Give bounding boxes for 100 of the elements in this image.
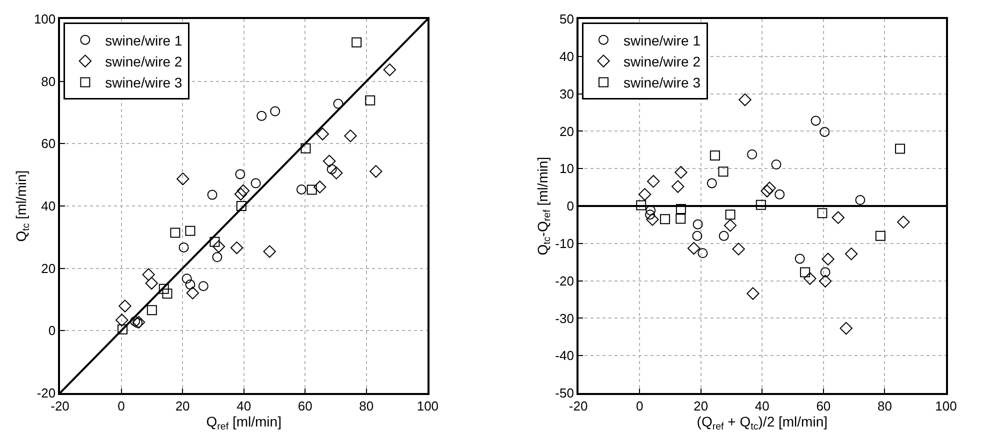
- point: [306, 184, 317, 195]
- y-tick-label: -50: [555, 386, 574, 401]
- point: [692, 219, 703, 230]
- x-tick-label: 40: [236, 398, 252, 414]
- point: [724, 219, 737, 232]
- point: [725, 210, 736, 220]
- point: [186, 286, 200, 300]
- point: [142, 268, 155, 281]
- point: [352, 37, 362, 48]
- x-axis-title: (Q$_{ref}$ + Q$_{tc}$)/2 [ml/min]: [696, 413, 828, 432]
- point: [263, 245, 276, 258]
- point: [158, 284, 169, 294]
- point: [344, 130, 357, 142]
- point: [370, 165, 382, 178]
- point: [256, 110, 267, 121]
- y-tick-label: 0: [48, 323, 56, 338]
- point: [687, 242, 700, 255]
- x-tick-label: 20: [694, 398, 708, 414]
- point: [818, 274, 832, 288]
- x-tick-label: 100: [416, 398, 439, 414]
- legend-label: swine/wire 2: [105, 54, 182, 70]
- point: [234, 188, 248, 201]
- point: [636, 200, 646, 210]
- x-tick-label: -20: [50, 398, 70, 414]
- point: [212, 252, 222, 262]
- point: [895, 144, 906, 154]
- point: [326, 164, 337, 174]
- point: [300, 143, 311, 154]
- x-axis-title: Q$_{ref}$ [ml/min]: [206, 413, 282, 432]
- point: [771, 159, 782, 170]
- point: [875, 230, 886, 241]
- point: [810, 116, 821, 126]
- x-tick-label: 80: [359, 398, 374, 414]
- point: [676, 214, 686, 224]
- point: [132, 316, 146, 329]
- y-tick-label: 60: [41, 136, 56, 152]
- point: [130, 316, 140, 326]
- point: [145, 276, 158, 290]
- y-tick-label: 50: [559, 12, 574, 27]
- point: [817, 208, 828, 218]
- point: [170, 228, 180, 238]
- x-tick-label: 20: [175, 398, 190, 414]
- point: [676, 204, 686, 214]
- y-tick-label: 20: [41, 260, 56, 276]
- x-tick-label: 60: [298, 398, 312, 414]
- point: [212, 240, 226, 253]
- point: [646, 213, 659, 226]
- point: [132, 318, 143, 328]
- point: [732, 242, 745, 256]
- point: [822, 252, 834, 266]
- point: [313, 180, 326, 194]
- point: [296, 184, 306, 194]
- point: [844, 248, 858, 260]
- point: [645, 210, 656, 220]
- point: [236, 184, 250, 198]
- point: [118, 324, 128, 334]
- point: [333, 98, 344, 109]
- point: [365, 95, 376, 106]
- x-tick-label: 100: [935, 398, 957, 414]
- point: [162, 288, 172, 299]
- y-tick-label: -20: [36, 386, 56, 401]
- y-tick-label: 40: [41, 198, 56, 214]
- point: [832, 211, 844, 224]
- y-tick-label: -10: [555, 236, 574, 251]
- x-tick-label: 0: [636, 398, 644, 414]
- point: [674, 166, 688, 179]
- point: [692, 230, 702, 241]
- point: [800, 267, 810, 278]
- x-tick-label: 40: [754, 398, 770, 414]
- point: [182, 274, 192, 284]
- y-tick-label: -20: [555, 273, 574, 288]
- legend-label: swine/wire 2: [623, 54, 701, 70]
- y-tick-label: -40: [555, 348, 574, 364]
- point: [316, 128, 329, 140]
- point: [738, 93, 752, 106]
- point: [718, 166, 728, 177]
- point: [660, 214, 670, 224]
- point: [185, 280, 196, 290]
- point: [330, 166, 343, 180]
- point: [774, 189, 785, 200]
- point: [207, 190, 218, 200]
- point: [897, 216, 910, 228]
- point: [710, 150, 720, 161]
- y-tick-label: 0: [566, 198, 574, 214]
- point: [198, 281, 208, 292]
- point: [840, 322, 852, 335]
- point: [820, 267, 830, 278]
- point: [230, 241, 244, 254]
- point: [178, 242, 189, 252]
- point: [706, 178, 717, 188]
- y-tick-label: 40: [559, 48, 574, 64]
- point: [322, 154, 336, 168]
- point: [236, 201, 246, 211]
- legend-label: swine/wire 3: [105, 74, 182, 91]
- y-tick-label: 80: [41, 74, 56, 89]
- point: [718, 230, 729, 241]
- point: [698, 248, 708, 258]
- point: [756, 200, 766, 210]
- x-tick-label: 0: [118, 398, 125, 414]
- x-tick-label: -20: [568, 398, 588, 414]
